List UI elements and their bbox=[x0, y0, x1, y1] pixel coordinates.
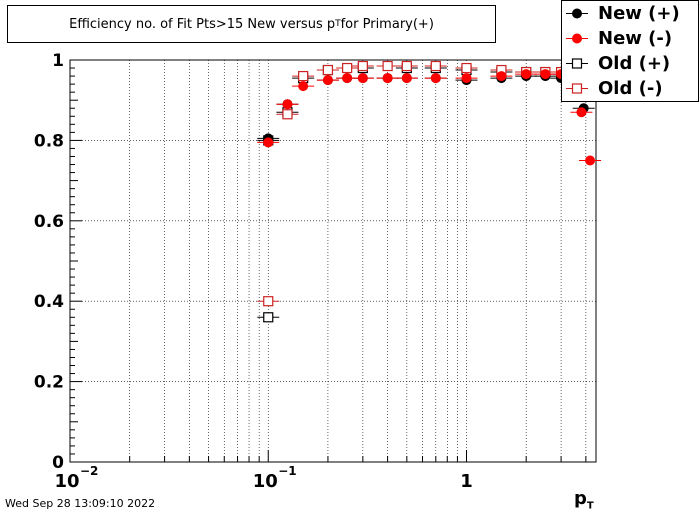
legend-entry: New (-) bbox=[562, 26, 698, 51]
data-point bbox=[585, 155, 596, 166]
x-tick-label: 1 bbox=[460, 471, 473, 492]
chart-title-subscript: T bbox=[335, 19, 341, 29]
data-point bbox=[401, 60, 412, 72]
series-new- bbox=[257, 69, 602, 166]
legend-marker bbox=[562, 51, 598, 76]
data-point bbox=[263, 296, 274, 307]
data-point bbox=[263, 137, 274, 148]
x-axis-title-sub: T bbox=[586, 500, 594, 512]
data-point bbox=[461, 62, 472, 74]
legend-symbol bbox=[571, 83, 583, 94]
y-tick-label: 1 bbox=[52, 51, 64, 71]
timestamp: Wed Sep 28 13:09:10 2022 bbox=[5, 497, 156, 510]
data-point bbox=[540, 69, 551, 80]
data-point bbox=[461, 73, 472, 84]
grid bbox=[69, 59, 596, 462]
legend-label: New (-) bbox=[598, 28, 673, 49]
data-point bbox=[382, 73, 393, 84]
chart-title-text: Efficiency no. of Fit Pts>15 New versus … bbox=[69, 16, 336, 32]
legend-entry: Old (-) bbox=[562, 76, 698, 101]
chart-title: Efficiency no. of Fit Pts>15 New versus … bbox=[7, 5, 496, 43]
axes bbox=[69, 59, 597, 463]
legend: New (+) New (-) Old (+) Old (-) bbox=[561, 0, 699, 102]
data-point bbox=[382, 60, 393, 72]
legend-marker-graphic bbox=[566, 8, 588, 19]
x-tick-label: 10 bbox=[253, 471, 278, 492]
y-tick-label: 0 bbox=[52, 453, 64, 473]
data-point bbox=[282, 109, 293, 120]
legend-marker-graphic bbox=[566, 58, 588, 69]
legend-entry: New (+) bbox=[562, 1, 698, 26]
x-axis-title: pT bbox=[574, 488, 594, 512]
legend-marker bbox=[562, 26, 598, 51]
data-point bbox=[282, 99, 293, 110]
data-point bbox=[430, 60, 441, 72]
legend-symbol bbox=[572, 8, 582, 19]
data-point bbox=[322, 64, 334, 76]
y-tick-label: 0.8 bbox=[34, 131, 64, 151]
legend-marker bbox=[562, 76, 598, 101]
y-tick-label: 0.2 bbox=[34, 373, 64, 393]
legend-marker bbox=[562, 1, 598, 26]
series bbox=[257, 60, 602, 323]
legend-label: Old (+) bbox=[598, 53, 671, 74]
x-tick-exponent: −2 bbox=[80, 464, 98, 478]
x-tick-label: 10 bbox=[54, 471, 79, 492]
data-point bbox=[496, 71, 507, 82]
plot-frame bbox=[69, 59, 597, 463]
data-point bbox=[298, 81, 309, 92]
y-tick-label: 0.6 bbox=[34, 212, 64, 232]
legend-marker-graphic bbox=[566, 33, 588, 44]
data-point bbox=[430, 73, 441, 84]
chart-title-suffix: for Primary(+) bbox=[340, 16, 434, 32]
legend-label: Old (-) bbox=[598, 78, 663, 99]
legend-entry: Old (+) bbox=[562, 51, 698, 76]
series-old- bbox=[257, 60, 593, 307]
data-point bbox=[322, 75, 333, 86]
data-point bbox=[357, 73, 368, 84]
x-axis-title-main: p bbox=[574, 488, 587, 509]
data-point bbox=[576, 107, 587, 118]
data-point bbox=[342, 62, 353, 74]
data-point bbox=[263, 312, 274, 323]
data-point bbox=[357, 60, 368, 72]
series-old- bbox=[257, 62, 586, 323]
data-point bbox=[342, 73, 353, 84]
legend-marker-graphic bbox=[566, 83, 588, 94]
data-point bbox=[401, 73, 412, 84]
x-tick-exponent: −1 bbox=[278, 464, 296, 478]
data-point bbox=[298, 70, 309, 82]
legend-symbol bbox=[572, 33, 582, 44]
data-point bbox=[521, 69, 532, 80]
legend-label: New (+) bbox=[598, 3, 680, 24]
y-tick-label: 0.4 bbox=[34, 292, 64, 312]
legend-symbol bbox=[571, 58, 583, 69]
